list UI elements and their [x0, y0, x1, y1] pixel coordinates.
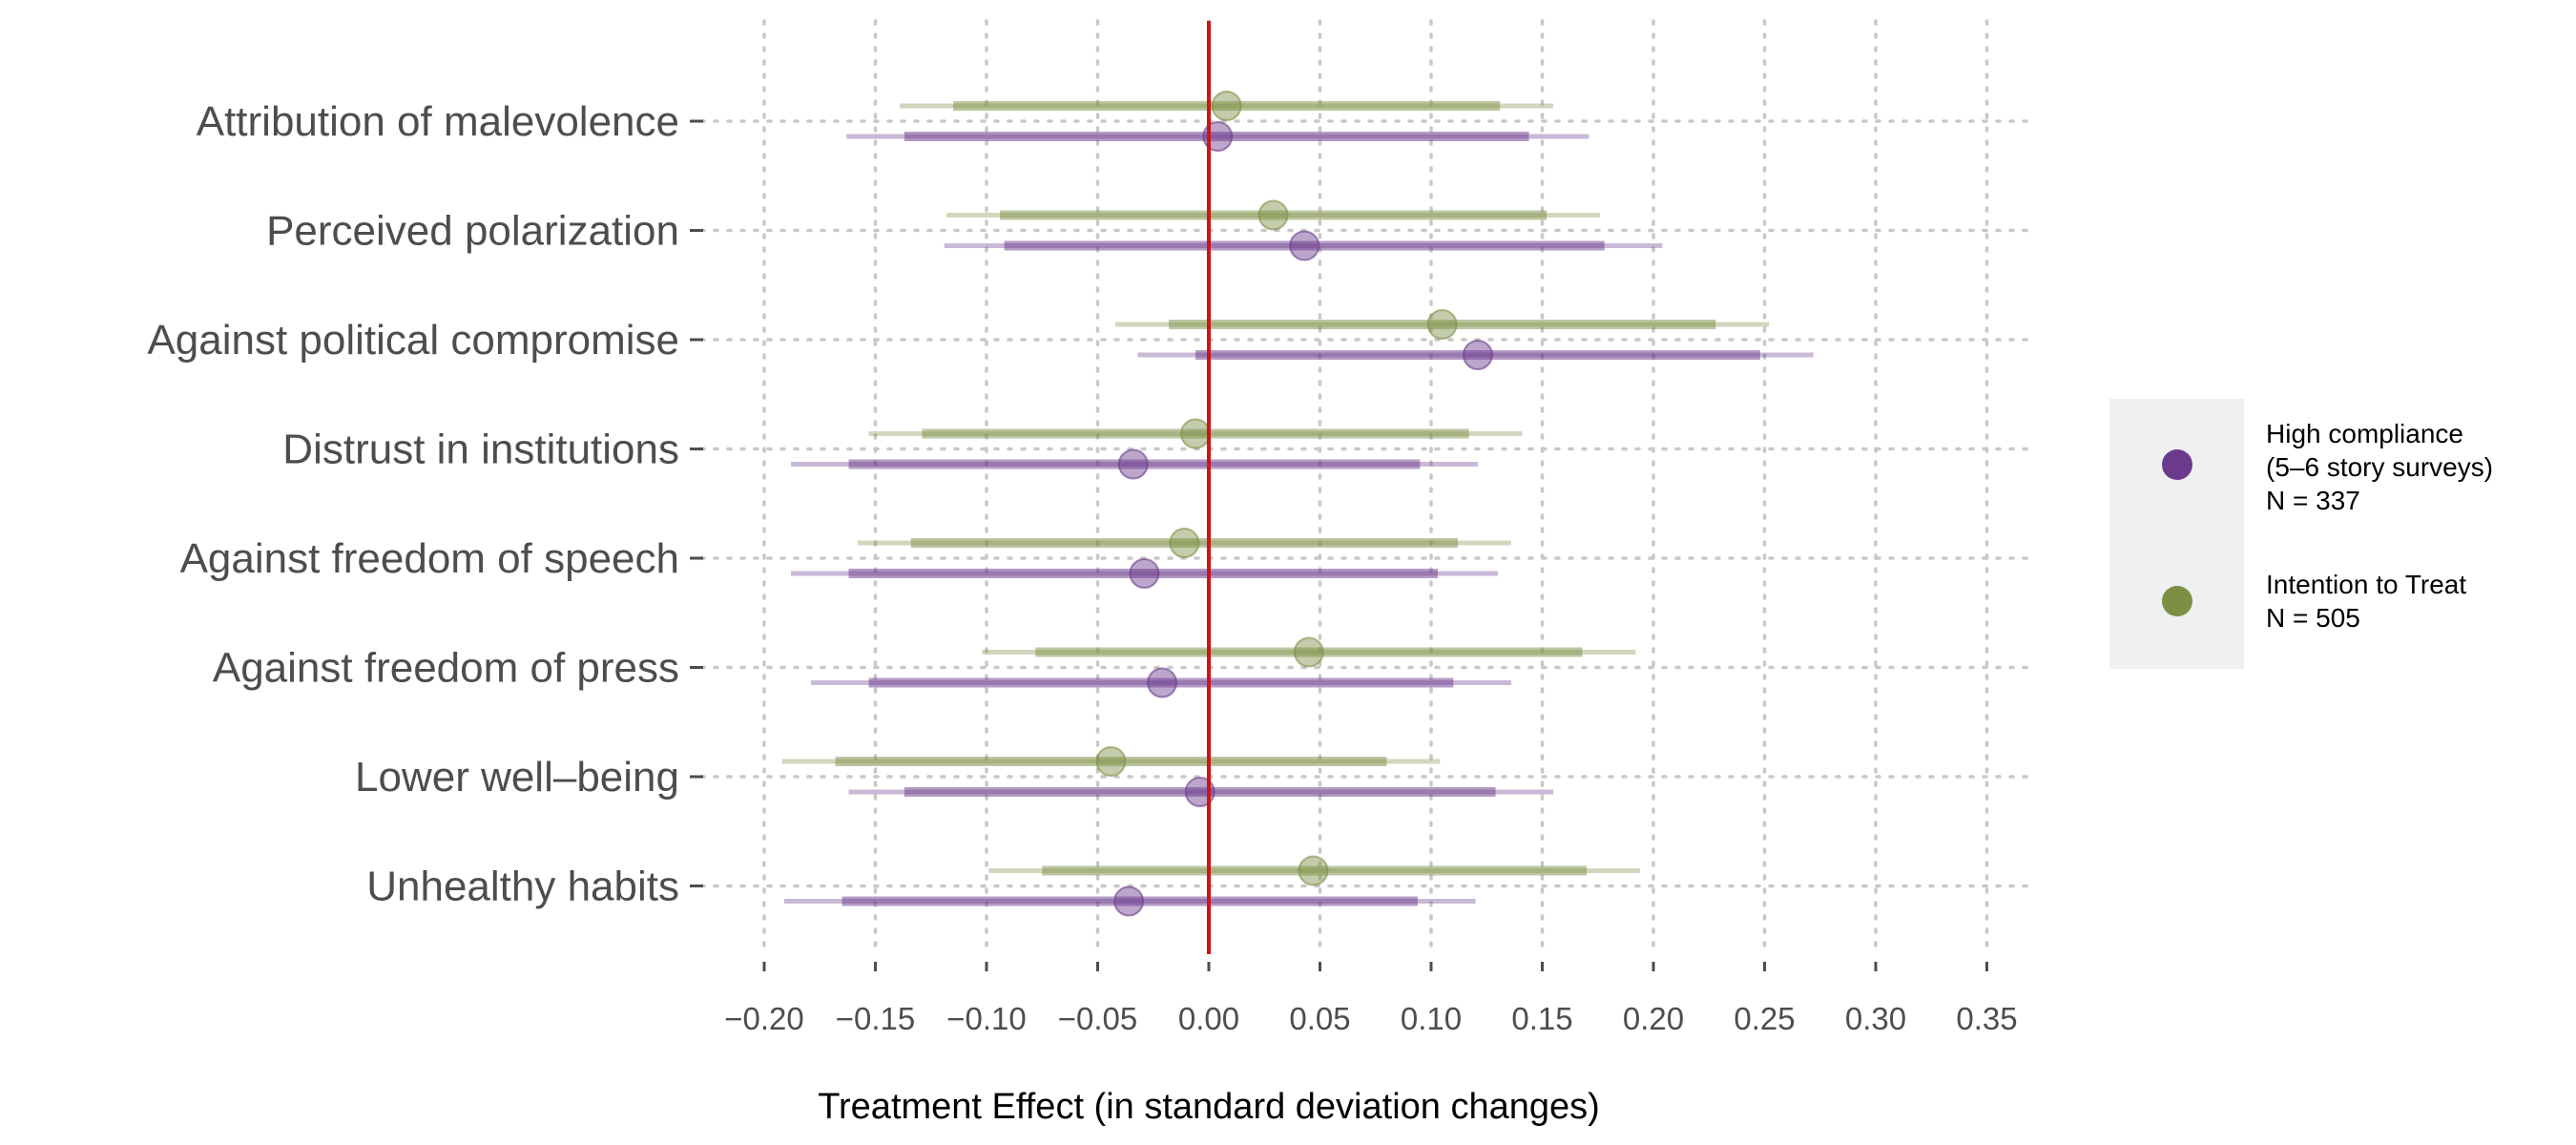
x-tick-label: −0.10: [946, 1001, 1027, 1036]
x-tick-label: 0.35: [1956, 1001, 2017, 1036]
point-estimate: [1180, 418, 1212, 449]
series-high-compliance: [783, 121, 1814, 917]
point-estimate: [1289, 230, 1320, 261]
x-axis-title: Treatment Effect (in standard deviation …: [818, 1087, 1600, 1127]
x-tick-label: 0.20: [1623, 1001, 1684, 1036]
category-label: Lower well–being: [355, 754, 679, 801]
x-axis: −0.20 −0.15 −0.10 −0.05 0.00 0.05 0.10 0.15 0.20…: [724, 962, 2018, 1036]
point-estimate: [1293, 636, 1324, 668]
category-label: Unhealthy habits: [366, 864, 679, 910]
point-estimate: [1095, 746, 1127, 777]
x-tick-label: 0.10: [1401, 1001, 1462, 1036]
x-tick-label: 0.15: [1511, 1001, 1572, 1036]
x-tick-label: 0.30: [1845, 1001, 1906, 1036]
point-estimate: [1211, 91, 1242, 121]
x-tick-label: −0.05: [1058, 1001, 1138, 1036]
legend-background: [2109, 399, 2244, 669]
point-estimate: [1426, 309, 1458, 340]
point-estimate: [1129, 558, 1160, 589]
point-estimate: [1117, 448, 1149, 480]
x-tick-label: 0.05: [1289, 1001, 1350, 1036]
legend-label: High compliance: [2266, 419, 2463, 448]
x-tick-label: −0.20: [724, 1001, 804, 1036]
x-tick-label: 0.00: [1178, 1001, 1239, 1036]
legend-label: Intention to Treat: [2266, 570, 2466, 599]
legend-key: [2162, 449, 2192, 480]
grid: [699, 19, 2039, 956]
x-tick-label: −0.15: [836, 1001, 916, 1036]
series-intention-to-treat: [781, 91, 1770, 886]
point-estimate: [1147, 667, 1178, 698]
point-estimate: [1257, 199, 1289, 231]
legend-label: N = 337: [2266, 486, 2360, 515]
category-label: Attribution of malevolence: [197, 98, 679, 145]
category-labels: Attribution of malevolence Perceived pola…: [147, 98, 703, 910]
legend: High compliance (5–6 story surveys) N = 33…: [2109, 399, 2493, 669]
point-estimate: [1113, 885, 1145, 917]
category-label: Against political compromise: [147, 317, 679, 364]
x-tick-label: 0.25: [1734, 1001, 1795, 1036]
category-label: Perceived polarization: [266, 208, 679, 255]
point-estimate: [1462, 340, 1493, 370]
legend-key: [2162, 586, 2192, 616]
category-label: Against freedom of speech: [180, 535, 679, 582]
legend-label: N = 505: [2266, 603, 2360, 633]
legend-label: (5–6 story surveys): [2266, 452, 2493, 482]
point-estimate: [1298, 855, 1329, 886]
point-estimate: [1169, 528, 1200, 558]
series: [781, 91, 1814, 917]
category-label: Against freedom of press: [213, 645, 679, 692]
category-label: Distrust in institutions: [282, 427, 679, 473]
